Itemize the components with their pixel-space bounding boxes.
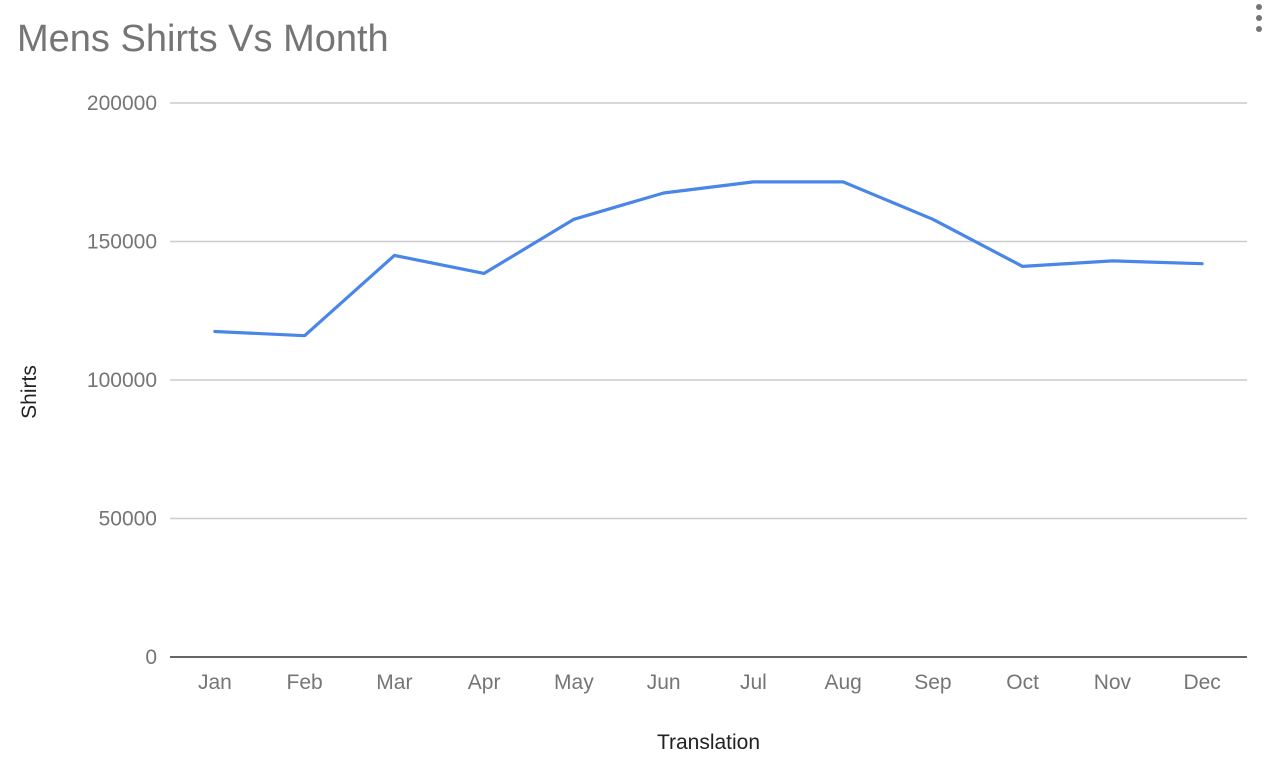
y-tick-label: 200000 <box>87 92 157 115</box>
x-tick-label: May <box>554 671 594 694</box>
y-tick-label: 150000 <box>87 231 157 254</box>
y-axis-ticks: 0 50000 100000 150000 200000 <box>87 92 157 669</box>
x-tick-label: Jul <box>740 671 767 694</box>
x-tick-label: Aug <box>824 671 861 694</box>
more-vert-icon <box>1256 4 1262 10</box>
x-tick-label: Dec <box>1183 671 1220 694</box>
chart-menu-button[interactable] <box>1248 0 1272 36</box>
y-axis-title: Shirts <box>18 365 41 419</box>
y-tick-label: 50000 <box>99 508 157 531</box>
x-tick-label: Jan <box>198 671 232 694</box>
x-tick-label: Oct <box>1006 671 1039 694</box>
x-tick-label: Jun <box>647 671 681 694</box>
x-axis-ticks: Jan Feb Mar Apr May Jun Jul Aug Sep Oct Nov Dec <box>198 671 1221 694</box>
x-tick-label: Nov <box>1094 671 1132 694</box>
x-tick-label: Feb <box>287 671 323 694</box>
chart-title: Mens Shirts Vs Month <box>17 18 389 60</box>
y-tick-label: 0 <box>145 646 157 669</box>
x-axis-title: Translation <box>657 731 760 754</box>
more-vert-icon-dot <box>1256 15 1262 21</box>
y-tick-label: 100000 <box>87 369 157 392</box>
more-vert-icon-dot <box>1256 26 1262 32</box>
series-line <box>213 180 1204 338</box>
gridlines <box>170 102 1247 520</box>
x-tick-label: Sep <box>914 671 951 694</box>
series-layer <box>213 180 1204 338</box>
x-tick-label: Apr <box>468 671 501 694</box>
x-tick-label: Mar <box>376 671 412 694</box>
